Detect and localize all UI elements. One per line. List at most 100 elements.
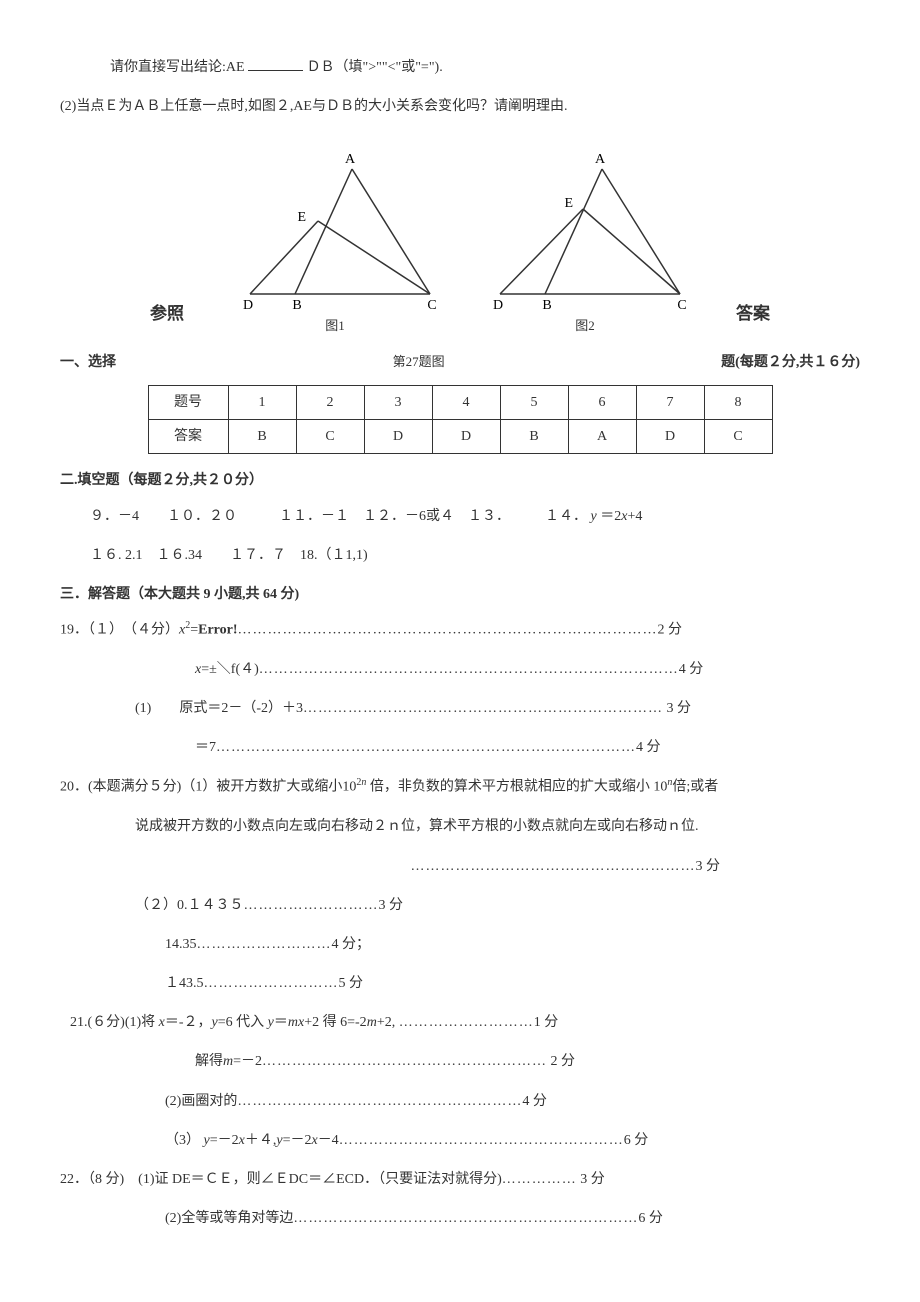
fig1-caption: 图1 — [220, 314, 450, 337]
ref-left-label: 参照 — [150, 304, 184, 323]
section3-title: 三．解答题（本大题共 9 小题,共 64 分) — [60, 582, 860, 607]
q22-l2-text: (2)全等或等角对等边 — [165, 1211, 293, 1226]
table-header-row: 题号 1 2 3 4 5 6 7 8 — [148, 385, 772, 419]
var-y-1: y — [591, 509, 597, 524]
fill-tail-2: +4 — [627, 509, 642, 524]
dots-12: ………………………………………………… — [339, 1133, 624, 1148]
q21-l4b: =－2 — [210, 1133, 239, 1148]
dots-3: ……………………………………………………………… — [303, 701, 663, 716]
q22-line2: (2)全等或等角对等边……………………………………………………………6 分 — [60, 1206, 860, 1231]
label-A: A — [345, 152, 356, 167]
fill-blank — [248, 57, 303, 71]
col-5: 5 — [500, 385, 568, 419]
dots-14: …………………………………………………………… — [293, 1211, 638, 1226]
fill-line-2: １６. 2.1 １６.34 １７．７ 18.（１1,1) — [60, 543, 860, 568]
dots-9: ……………………… — [399, 1015, 534, 1030]
ans-5: B — [500, 420, 568, 454]
score-4: 4 分 — [636, 740, 661, 755]
score-6: 3 分 — [379, 898, 404, 913]
intro-text-2: ＤＢ（填">""<"或"="). — [307, 60, 443, 75]
dots-8: ……………………… — [204, 976, 339, 991]
answer-table: 题号 1 2 3 4 5 6 7 8 答案 B C D D B A D C — [148, 385, 773, 454]
dots-4: ………………………………………………………………………… — [216, 740, 636, 755]
q21-l3-text: (2)画圈对的 — [165, 1094, 237, 1109]
figures-row: 参照 A E D B C 图1 A E D B C 图2 — [60, 149, 860, 337]
ans-8: C — [704, 420, 772, 454]
q21-l4d: =－2 — [283, 1133, 312, 1148]
dots-10: ………………………………………………… — [262, 1054, 547, 1069]
ans-6: A — [568, 420, 636, 454]
figure-2: A E D B C 图2 — [470, 149, 700, 337]
ans-4: D — [432, 420, 500, 454]
q20-2a-text: （２）0.１４３５ — [135, 898, 244, 913]
header-label: 题号 — [148, 385, 228, 419]
label-E: E — [297, 210, 306, 225]
label-B2: B — [542, 298, 551, 313]
question-part2: (2)当点Ｅ为ＡＢ上任意一点时,如图２,AE与ＤＢ的大小关系会变化吗？请阐明理由… — [60, 94, 860, 119]
dots-6: ……………………… — [244, 898, 379, 913]
q21-l2-text: 解得 — [195, 1054, 223, 1069]
score-14: 6 分 — [638, 1211, 663, 1226]
dots-13: …………… — [502, 1172, 577, 1187]
q22-line1: 22．（8 分) (1)证 DE＝ＣＥ，则∠ＥDC＝∠ECD．（只要证法对就得分… — [60, 1167, 860, 1192]
question-intro: 请你直接写出结论:AE ＤＢ（填">""<"或"="). — [60, 55, 860, 80]
ans-2: C — [296, 420, 364, 454]
col-2: 2 — [296, 385, 364, 419]
label-C: C — [427, 298, 436, 313]
ans-3: D — [364, 420, 432, 454]
col-3: 3 — [364, 385, 432, 419]
ref-right-label: 答案 — [736, 304, 770, 323]
q20-2c: １43.5………………………5 分 — [60, 971, 860, 996]
score-10: 2 分 — [547, 1054, 575, 1069]
score-5: 3 分 — [696, 859, 721, 874]
var-m-2: m — [367, 1015, 377, 1030]
col-7: 7 — [636, 385, 704, 419]
score-9: 1 分 — [534, 1015, 559, 1030]
eq: = — [190, 623, 198, 638]
q21-m1: ＝-２， — [165, 1015, 212, 1030]
score-12: 6 分 — [624, 1133, 649, 1148]
score-13: 3 分 — [577, 1172, 605, 1187]
q20-2b: 14.35………………………4 分； — [60, 932, 860, 957]
q21-m3: ＝ — [274, 1015, 288, 1030]
q20-2a: （２）0.１４３５………………………3 分 — [60, 893, 860, 918]
q21-l4a: （3） — [165, 1133, 200, 1148]
q19-text-2: (1) 原式＝2－（-2）＋3 — [135, 701, 303, 716]
q19-text-3: ＝7 — [195, 740, 216, 755]
label-B: B — [292, 298, 301, 313]
score-1: 2 分 — [658, 623, 683, 638]
q21-m4: +2 得 6=-2 — [304, 1015, 366, 1030]
q19-line2: (1) 原式＝2－（-2）＋3……………………………………………………………… … — [60, 696, 860, 721]
score-3: 3 分 — [663, 701, 691, 716]
dots-7: ……………………… — [197, 937, 332, 952]
section2-title: 二.填空题（每题２分,共２０分） — [60, 468, 860, 493]
fill-line-1: ９．－4 １０．２０ １１．－１ １２．－6或４ １３． １４． y ＝2x+4 — [60, 504, 860, 529]
error-text: Error! — [198, 623, 237, 638]
q20-mid2: 倍;或者 — [672, 780, 718, 795]
q19-line1: 19．（１） （４分）x2=Error!……………………………………………………… — [60, 617, 860, 643]
q21-line1: 21.(６分)(1)将 x＝-２，y=6 代入 y＝mx+2 得 6=-2m+2… — [60, 1010, 860, 1035]
label-A2: A — [595, 152, 606, 167]
col-4: 4 — [432, 385, 500, 419]
ans-7: D — [636, 420, 704, 454]
fig-group-caption: 第27题图 — [116, 350, 721, 373]
score-7: 4 分； — [332, 937, 371, 952]
figure-1: A E D B C 图1 — [220, 149, 450, 337]
ans-1: B — [228, 420, 296, 454]
dots-2: ………………………………………………………………………… — [259, 662, 679, 677]
q21-line2: 解得m=－2………………………………………………… 2 分 — [60, 1049, 860, 1074]
score-2: 4 分 — [679, 662, 704, 677]
q19-line3: ＝7…………………………………………………………………………4 分 — [60, 735, 860, 760]
q21-l2b: =－2 — [233, 1054, 262, 1069]
q21-m5: +2, — [377, 1015, 395, 1030]
dots-5: ………………………………………………… — [411, 859, 696, 874]
q20-line1: 20．(本题满分５分)（1）被开方数扩大或缩小102n 倍，非负数的算术平方根就… — [60, 774, 860, 800]
q20-text-1: 20．(本题满分５分)（1）被开方数扩大或缩小10 — [60, 780, 356, 795]
col-8: 8 — [704, 385, 772, 419]
q20-line2: 说成被开方数的小数点向左或向右移动２ｎ位，算术平方根的小数点就向左或向右移动ｎ位… — [60, 814, 860, 839]
col-1: 1 — [228, 385, 296, 419]
q20-score-line: …………………………………………………3 分 — [60, 854, 860, 879]
q21-line4: （3） y=－2x＋４,y=－2x－4…………………………………………………6 … — [60, 1128, 860, 1153]
answer-label: 答案 — [148, 420, 228, 454]
var-m-1: m — [288, 1015, 298, 1030]
